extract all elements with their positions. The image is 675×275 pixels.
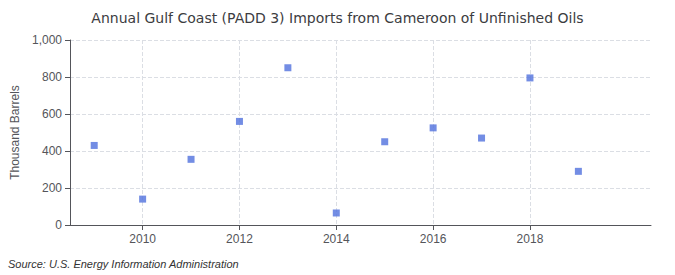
svg-text:Thousand Barrels: Thousand Barrels [8,85,22,180]
svg-text:Annual Gulf Coast (PADD 3) Imp: Annual Gulf Coast (PADD 3) Imports from … [91,10,583,26]
svg-text:2014: 2014 [323,232,350,246]
svg-text:800: 800 [42,70,62,84]
svg-text:2010: 2010 [129,232,156,246]
svg-text:2012: 2012 [226,232,253,246]
svg-text:200: 200 [42,181,62,195]
svg-text:0: 0 [55,218,62,232]
svg-text:1,000: 1,000 [32,33,62,47]
svg-text:2016: 2016 [420,232,447,246]
svg-text:Source: U.S. Energy Informatio: Source: U.S. Energy Information Administ… [8,258,239,270]
svg-text:400: 400 [42,144,62,158]
svg-text:2018: 2018 [517,232,544,246]
svg-text:600: 600 [42,107,62,121]
